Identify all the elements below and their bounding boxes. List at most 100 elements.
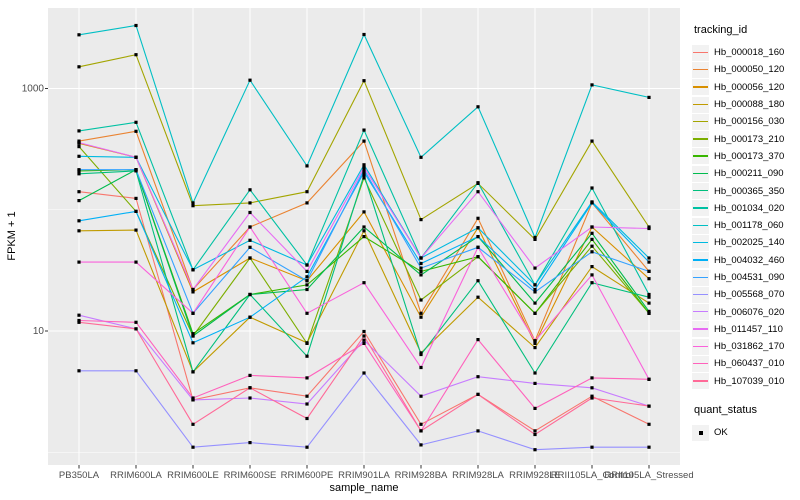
color-line-swatch (693, 345, 708, 348)
data-point-marker (305, 341, 309, 345)
color-line-swatch (693, 259, 708, 261)
data-point-marker (590, 376, 594, 380)
data-point-marker (191, 201, 195, 205)
legend-key (692, 44, 709, 61)
legend-item: Hb_107039_010 (692, 373, 798, 390)
legend-item-label: Hb_000088_180 (714, 99, 785, 111)
data-point-marker (476, 190, 480, 194)
x-tick-label: RRII105LA_Stressed (604, 470, 693, 481)
legend-key (692, 165, 709, 182)
data-point-marker (77, 33, 81, 37)
data-point-marker (590, 250, 594, 254)
data-point-marker (248, 225, 252, 229)
data-point-marker (533, 235, 537, 240)
data-point-marker (476, 375, 480, 379)
color-line-swatch (693, 103, 708, 105)
data-point-marker (476, 279, 480, 283)
data-point-marker (191, 334, 195, 338)
data-point-marker (533, 381, 537, 385)
quant-status-legend-items: OK (692, 424, 798, 441)
x-tick-label: RRIM928LA (452, 470, 504, 481)
data-point-marker (419, 352, 423, 357)
data-point-marker (590, 237, 594, 241)
legend-item-label: Hb_031862_170 (714, 341, 785, 353)
data-point-marker (77, 229, 81, 233)
legend-key (692, 304, 709, 321)
legend-key (692, 217, 709, 234)
data-point-marker (305, 311, 309, 315)
legend-key (692, 61, 709, 78)
quant-status-legend-title: quant_status (694, 403, 757, 416)
legend-item: Hb_004531_090 (692, 269, 798, 286)
data-point-marker (362, 139, 366, 143)
data-point-marker (647, 260, 651, 264)
color-line-swatch (693, 380, 708, 382)
data-point-marker (647, 226, 651, 231)
color-line-swatch (693, 241, 708, 244)
data-point-marker (248, 210, 252, 215)
color-line-swatch (693, 138, 708, 140)
legend-key (692, 200, 709, 217)
legend-item-label: Hb_001178_060 (714, 220, 784, 232)
data-point-marker (305, 201, 309, 205)
data-point-marker (191, 398, 195, 402)
legend-item-label: Hb_000211_090 (714, 168, 784, 180)
data-point-marker (362, 338, 366, 342)
legend-item-label: Hb_000018_160 (714, 47, 785, 59)
data-point-marker (248, 256, 252, 260)
data-point-marker (590, 281, 594, 285)
legend-key (692, 338, 709, 355)
data-point-marker (590, 394, 594, 398)
data-point-marker (191, 422, 195, 426)
legend-item: Hb_000365_350 (692, 182, 798, 200)
data-point-marker (362, 32, 366, 37)
legend-key (692, 148, 709, 165)
legend-key (692, 373, 709, 390)
data-point-marker (134, 209, 138, 213)
data-point-marker (191, 311, 195, 315)
data-point-marker (248, 396, 252, 400)
data-point-marker (419, 298, 423, 302)
legend-item-label: Hb_004032_460 (714, 254, 785, 266)
data-point-marker (248, 245, 252, 249)
data-point-marker (134, 129, 138, 133)
legend-key (692, 131, 709, 148)
data-point-marker (77, 199, 81, 203)
data-point-marker (419, 315, 423, 319)
legend-item-label: Hb_002025_140 (714, 237, 785, 249)
color-line-swatch (693, 224, 708, 226)
legend-item: Hb_004032_460 (692, 252, 798, 269)
data-point-marker (647, 309, 651, 313)
data-point-marker (134, 327, 138, 331)
data-point-marker (419, 443, 423, 447)
data-point-marker (476, 338, 480, 342)
legend-key (692, 355, 709, 372)
data-point-marker (134, 320, 138, 324)
x-tick-label: RRIM600LA (110, 470, 162, 481)
legend-items: Hb_000018_160 Hb_000050_120 Hb_000056_120 H… (692, 44, 798, 390)
data-point-marker (590, 386, 594, 390)
data-point-marker (77, 190, 81, 194)
data-point-marker (533, 346, 537, 350)
color-line-swatch (693, 311, 708, 313)
data-point-marker (248, 386, 252, 390)
data-point-marker (590, 139, 594, 143)
data-point-marker (647, 377, 651, 381)
legend-item-label: Hb_004531_090 (714, 272, 785, 283)
legend-item: Hb_000156_030 (692, 113, 798, 130)
legend-item: Hb_000088_180 (692, 96, 798, 113)
legend-item-label: Hb_000173_210 (714, 133, 785, 145)
data-point-marker (248, 238, 252, 242)
data-point-marker (191, 370, 195, 374)
color-line-swatch (693, 172, 708, 175)
legend-item-label: Hb_000056_120 (714, 81, 785, 93)
data-point-marker (590, 273, 594, 277)
data-point-marker (647, 277, 651, 281)
data-point-marker (533, 311, 537, 315)
data-point-marker (77, 313, 81, 317)
color-line-swatch (693, 120, 708, 123)
data-point-marker (77, 168, 81, 172)
data-point-marker (305, 445, 309, 449)
